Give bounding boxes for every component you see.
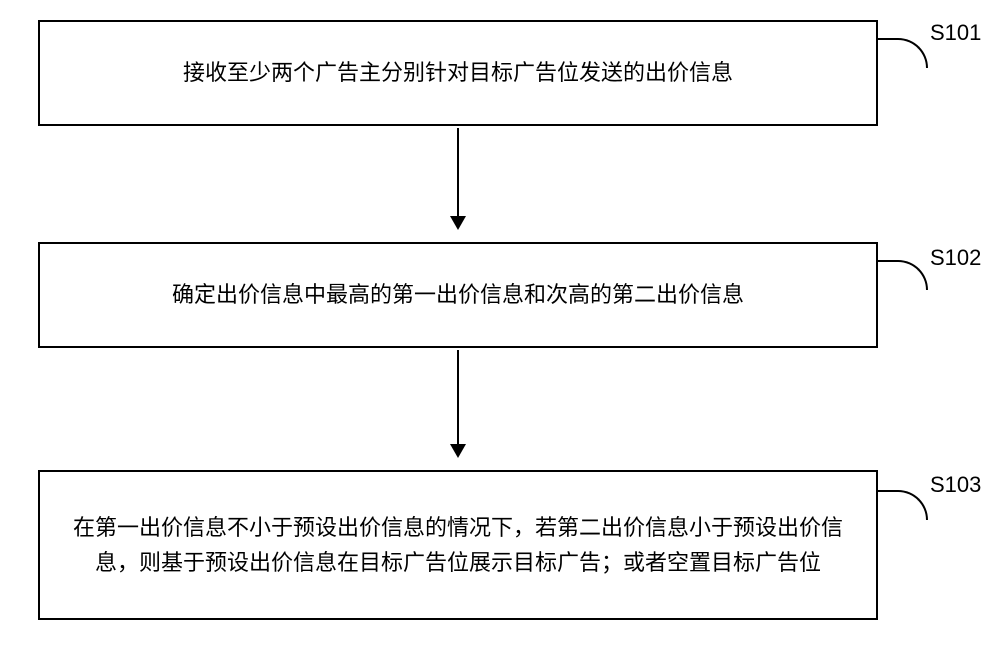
label-connector: [878, 38, 928, 68]
step-box-s103: 在第一出价信息不小于预设出价信息的情况下，若第二出价信息小于预设出价信息，则基于…: [38, 470, 878, 620]
label-connector: [878, 260, 928, 290]
step-text: 确定出价信息中最高的第一出价信息和次高的第二出价信息: [172, 277, 744, 312]
step-box-s101: 接收至少两个广告主分别针对目标广告位发送的出价信息: [38, 20, 878, 126]
step-label-s103: S103: [930, 472, 981, 498]
flowchart-container: 接收至少两个广告主分别针对目标广告位发送的出价信息 S101 确定出价信息中最高…: [0, 0, 1000, 662]
label-connector: [878, 490, 928, 520]
arrow-down: [457, 128, 459, 228]
step-text: 接收至少两个广告主分别针对目标广告位发送的出价信息: [183, 55, 733, 90]
step-text: 在第一出价信息不小于预设出价信息的情况下，若第二出价信息小于预设出价信息，则基于…: [60, 510, 856, 580]
step-label-s101: S101: [930, 20, 981, 46]
step-label-s102: S102: [930, 245, 981, 271]
step-box-s102: 确定出价信息中最高的第一出价信息和次高的第二出价信息: [38, 242, 878, 348]
arrow-down: [457, 350, 459, 456]
